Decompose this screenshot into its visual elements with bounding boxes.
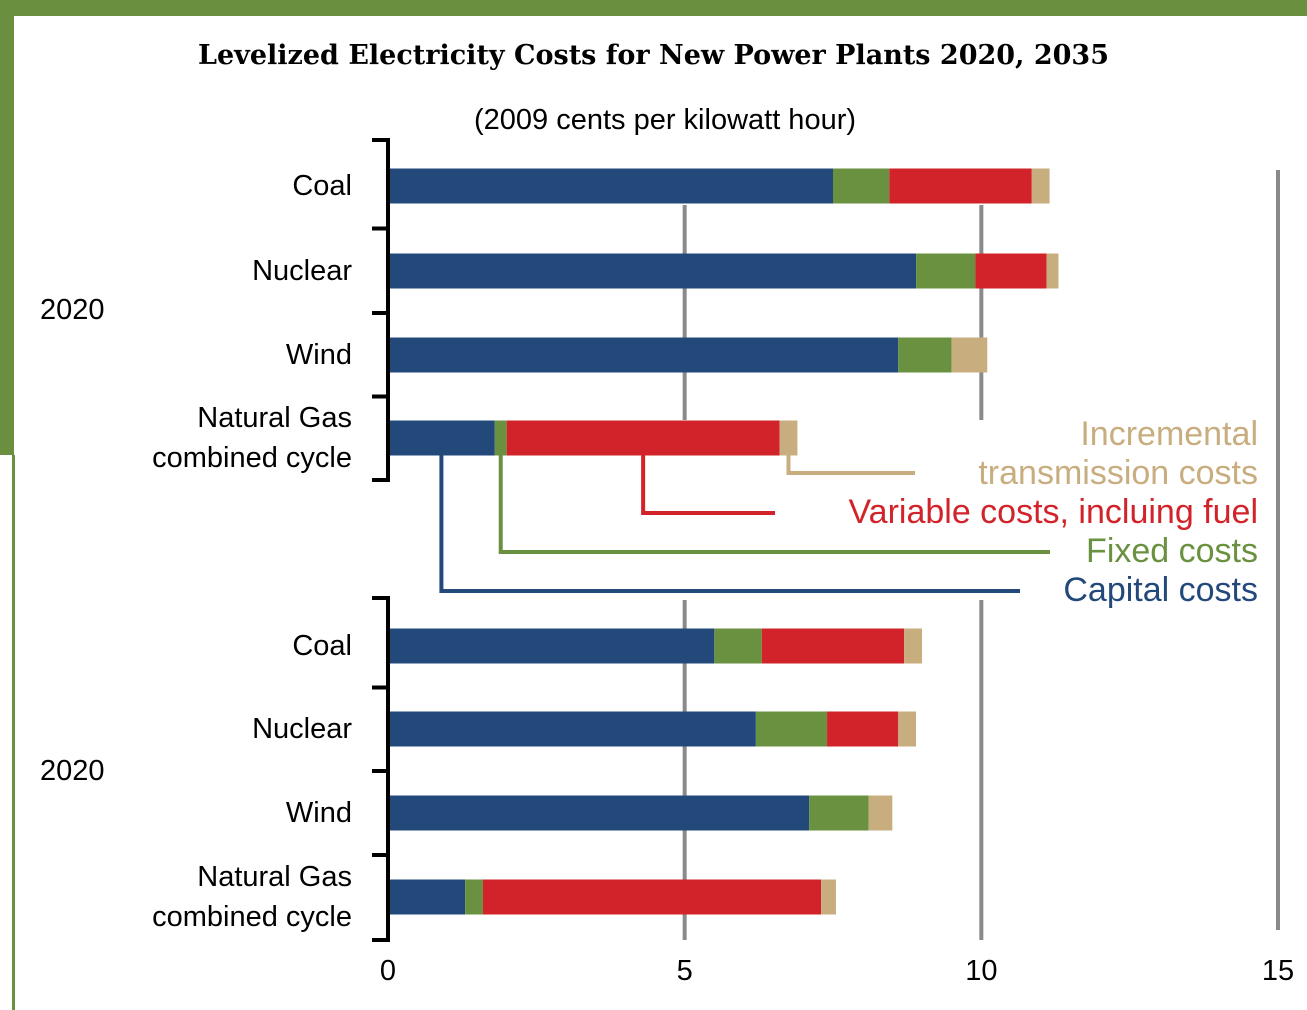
legend-label: Fixed costs [1086,532,1258,570]
category-label: Natural Gas combined cycle [152,402,352,474]
frame-left [0,0,14,455]
bar-segment [388,337,899,373]
bar-segment [388,420,495,456]
bar-segment [761,628,905,664]
bar-segment [833,168,890,204]
bar-segment [1031,168,1050,204]
bar-segment [388,253,917,289]
bar-segment [951,337,988,373]
bar-segment [506,420,780,456]
bar-segment [898,711,917,747]
bar-segment [388,879,466,915]
legend-label: Capital costs [1063,571,1258,609]
legend-label: Incremental transmission costs [978,415,1258,492]
bar-segment [809,795,869,831]
x-tick-label: 15 [1261,955,1295,987]
bar-segment [465,879,483,915]
category-label: Wind [285,339,352,371]
bar-segment [889,168,1032,204]
x-tick-label: 0 [379,955,397,987]
bar-segment [1046,253,1059,289]
group-label: 2020 [40,755,105,787]
category-label: Wind [285,797,352,829]
x-tick-label: 10 [965,955,998,987]
bar-segment [388,711,756,747]
bar-segment [388,795,810,831]
category-label: Coal [292,170,352,202]
x-tick-label: 5 [676,955,693,987]
bar-segment [827,711,899,747]
bar-segment [482,879,822,915]
bar-segment [388,628,715,664]
bar-segment [779,420,798,456]
category-label: Nuclear [252,713,352,745]
bar-segment [898,337,952,373]
bar-segment [821,879,836,915]
frame-line [12,455,15,1010]
category-label: Coal [292,630,352,662]
bar-segment [494,420,507,456]
bar-segment [755,711,828,747]
bar-segment [868,795,893,831]
bar-segment [388,168,833,204]
bar-segment [975,253,1047,289]
chart-title: Levelized Electricity Costs for New Powe… [198,40,1109,71]
frame-top [0,0,1307,16]
leader-line [786,455,915,475]
bar-segment [916,253,976,289]
bar-segment [904,628,922,664]
legend-label: Variable costs, incluing fuel [848,493,1258,531]
bar-segment [714,628,762,664]
leader-line [439,455,1020,593]
chart-subtitle: (2009 cents per kilowatt hour) [473,104,857,136]
category-label: Nuclear [252,255,352,287]
leader-line [641,455,775,515]
category-label: Natural Gas combined cycle [152,861,352,933]
group-label: 2020 [40,294,105,326]
leader-line [498,455,1050,554]
